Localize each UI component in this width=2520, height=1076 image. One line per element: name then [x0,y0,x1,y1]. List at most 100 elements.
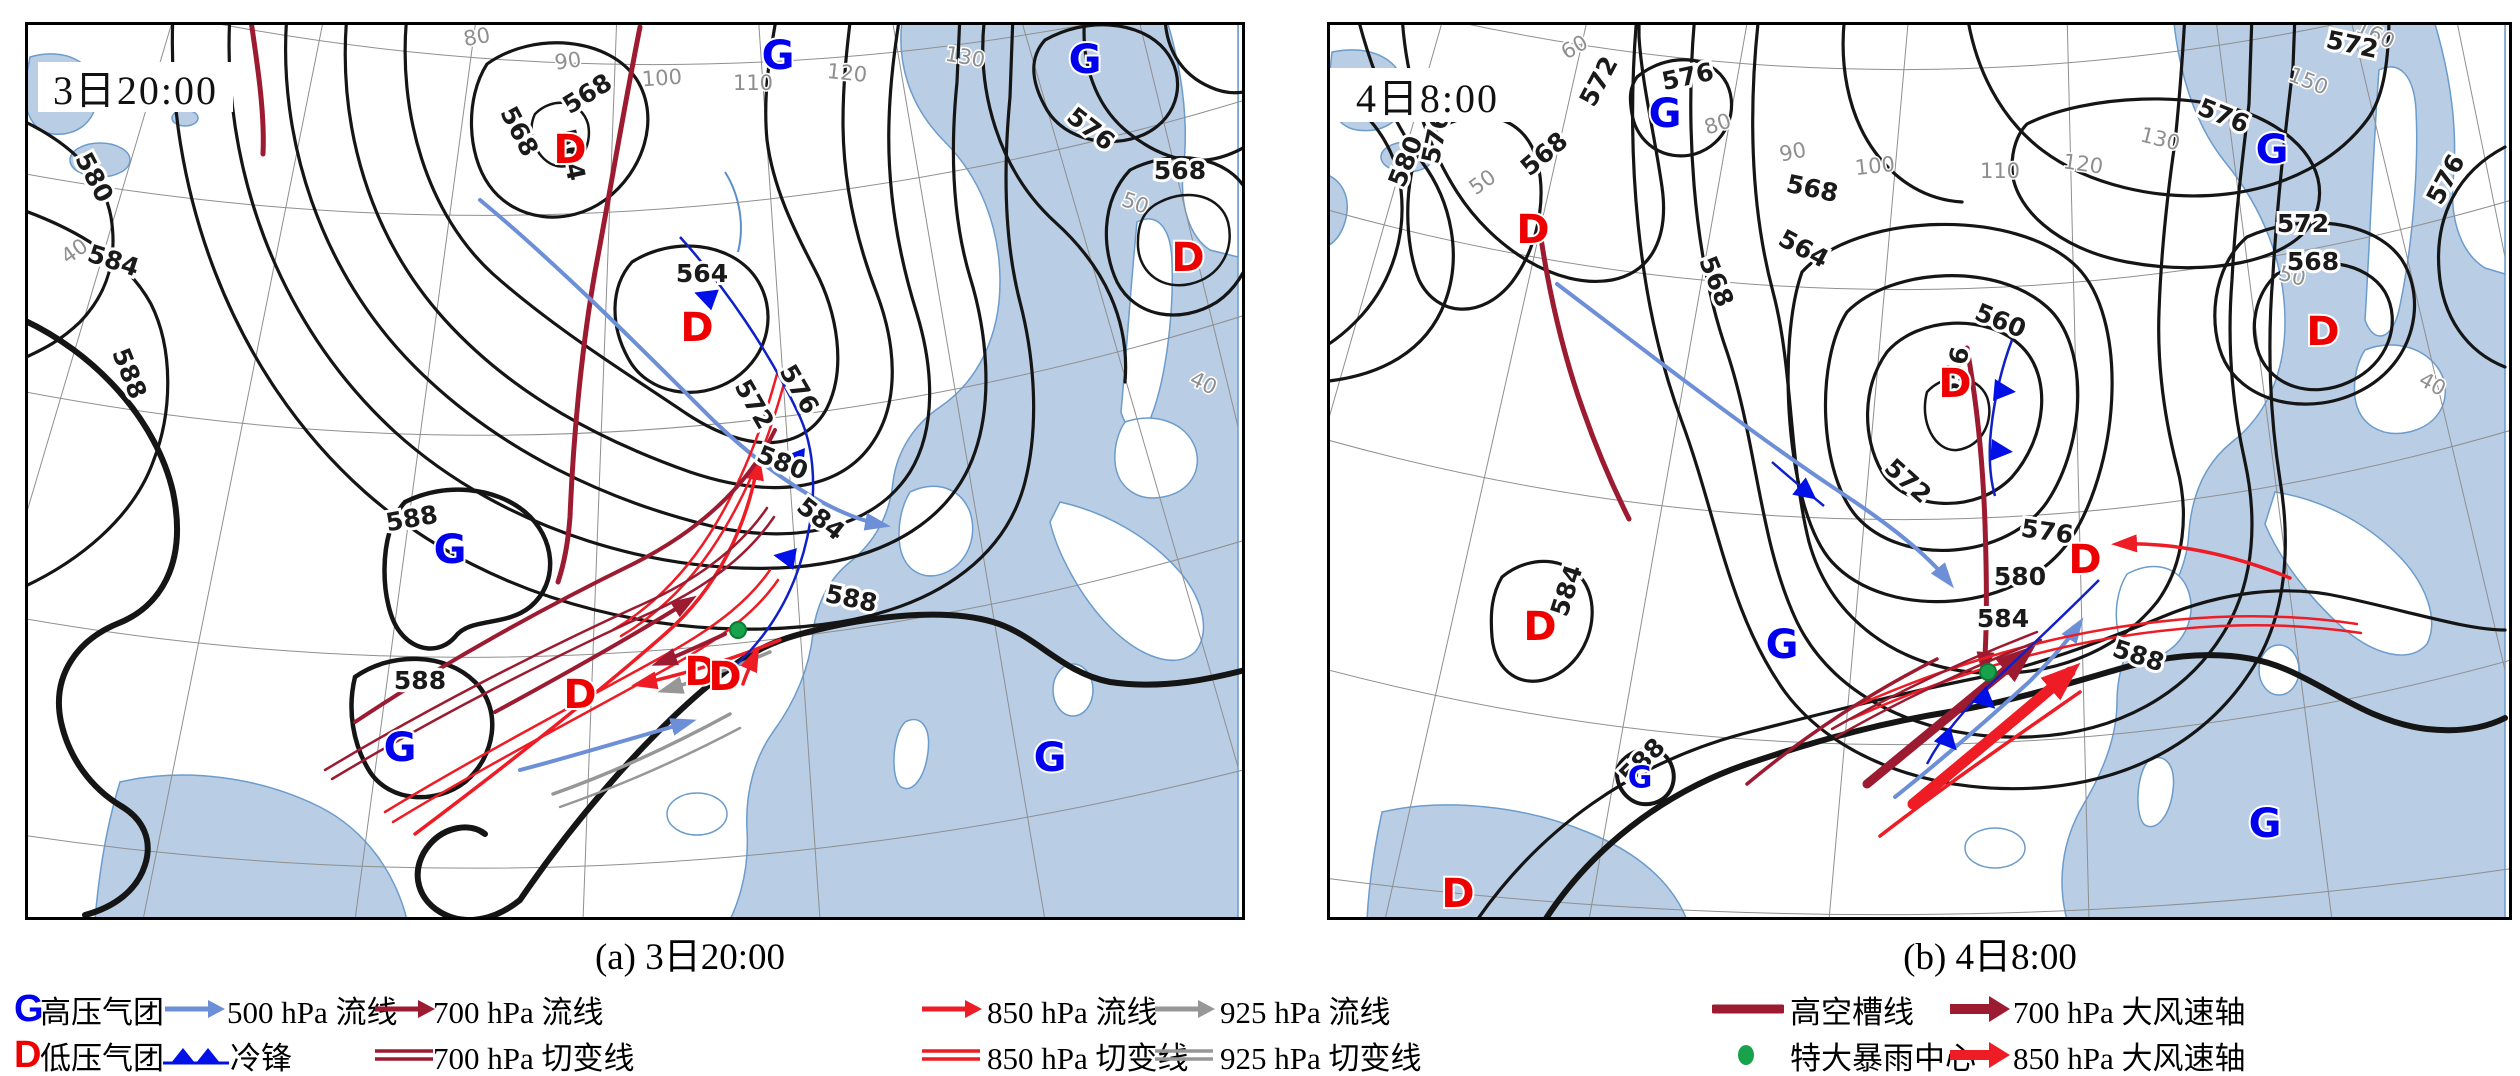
contour-label: 576 [2019,514,2075,550]
legend-label: 高空槽线 [1790,994,1914,1030]
contour-label: 568 [494,101,544,161]
legend-letter-G: G [14,988,44,1030]
contour-label: 568 [557,68,617,120]
high-pressure-letter: G [1628,761,1653,796]
cold-front [1771,339,2100,765]
legend-label: 850 hPa 流线 [987,994,1158,1030]
legend-label: 700 hPa 流线 [433,994,604,1030]
graticule-label: 120 [2062,149,2105,178]
legend-label: 冷锋 [230,1040,292,1076]
high-pressure-letter: G [1034,735,1067,781]
high-pressure-letter: G [1766,622,1799,668]
streamlines [323,198,891,836]
contour-label: 572 [1574,51,1624,111]
streamline-arrow-icon [1155,1000,1215,1018]
contour-label: 580 [1994,562,2046,591]
contour-label: 564 [676,259,728,288]
high-pressure-letter: G [2249,801,2282,847]
contour-label: 568 [1693,252,1739,311]
low-pressure-letter: D [684,649,717,695]
land-islands [1964,22,2506,869]
high-pressure-letter: G [1649,91,1682,137]
legend-symbol: D [14,1032,41,1076]
legend-label: 850 hPa 切变线 [987,1040,1189,1076]
rainstorm-center-icon [1738,1045,1754,1065]
trough-line-icon [1712,1004,1784,1014]
legend-label: 500 hPa 流线 [227,994,398,1030]
contour-label: 588 [394,666,446,695]
rainstorm-center-dot [729,621,747,639]
graticule-label: 50 [1465,165,1501,200]
low-pressure-letter: D [708,654,741,700]
graticule-label: 100 [641,65,683,92]
contour-label: 588 [106,344,152,403]
land-islands [666,22,1239,836]
panel-a-title: 3日20:00 [38,62,233,113]
contour-label: 584 [1977,604,2029,633]
high-pressure-letter: G [1069,37,1102,83]
legend-row-1: G 高压气团 500 hPa 流线 700 hPa 流线 850 hPa 流线 925 h… [0,986,2520,1032]
legend-label: 925 hPa 切变线 [1220,1040,1422,1076]
wind-axis-arrow-icon [1950,1042,2010,1068]
graticule-label: 50 [2276,261,2308,291]
legend-label: 高压气团 [40,994,164,1030]
legend-label: 925 hPa 流线 [1220,994,1391,1030]
graticule-label: 110 [733,71,773,95]
wind-axis-arrow-icon [1950,996,2010,1022]
contour-label: 584 [84,239,143,283]
streamline-arrow-icon [375,1000,435,1018]
graticule-label: 90 [1777,138,1808,167]
graticule [1327,22,2512,920]
panel-b-title: 4日8:00 [1330,68,1525,122]
cold-front [679,236,815,665]
contour-label: 560 [1971,297,2030,343]
contour-label: 584 [791,491,850,546]
trough-lines [248,22,643,585]
graticule-label: 80 [1701,109,1734,140]
contour-label: 568 [1784,169,1841,208]
low-pressure-letter: D [2306,309,2339,355]
height-contours [25,22,1245,920]
high-pressure-letter: G [384,725,417,771]
legend-label: 特大暴雨中心 [1790,1040,1976,1076]
low-pressure-letter: D [563,672,596,718]
graticule-label: 80 [462,23,492,51]
graticule-label: 110 [1980,159,2020,183]
low-pressure-letter: D [2068,537,2101,583]
high-pressure-letter: G [762,33,795,79]
shear-line-icon [375,1049,433,1061]
streamline-arrow-icon [165,1000,225,1018]
legend-label: 700 hPa 大风速轴 [2013,994,2246,1030]
graticule-label: 90 [553,47,583,74]
low-pressure-letter: D [1516,207,1549,253]
graticule-label: 120 [826,59,868,87]
low-pressure-letter: D [1523,604,1556,650]
cold-front-icon [163,1048,229,1065]
low-pressure-letter: D [553,127,586,173]
shear-line-icon [922,1049,980,1061]
streamline-arrow-icon [922,1000,982,1018]
graticule-label: 100 [1854,152,1896,180]
high-pressure-letter: G [2256,127,2289,173]
panel-b-frame [1327,22,2512,920]
legend-symbol: G [14,986,44,1032]
graticule-label: 60 [1557,30,1592,64]
panel-a-caption: (a) 3日20:00 [594,937,786,978]
low-pressure-letter: D [1171,235,1204,281]
panel-b-caption: (b) 4日8:00 [1903,937,2077,978]
sea-areas [25,22,1239,920]
rainstorm-center-dot [1979,663,1997,681]
trough-lines [1538,235,1995,678]
contour-label: 572 [2277,209,2329,238]
low-pressure-letter: D [1938,361,1971,407]
legend-label: 低压气团 [40,1040,164,1076]
contour-label: 588 [384,500,440,538]
shear-line-icon [1155,1049,1213,1061]
legend-letter-D: D [14,1034,42,1076]
legend-label: 700 hPa 切变线 [433,1040,635,1076]
low-pressure-letter: D [680,305,713,351]
high-pressure-letter: G [434,527,467,573]
